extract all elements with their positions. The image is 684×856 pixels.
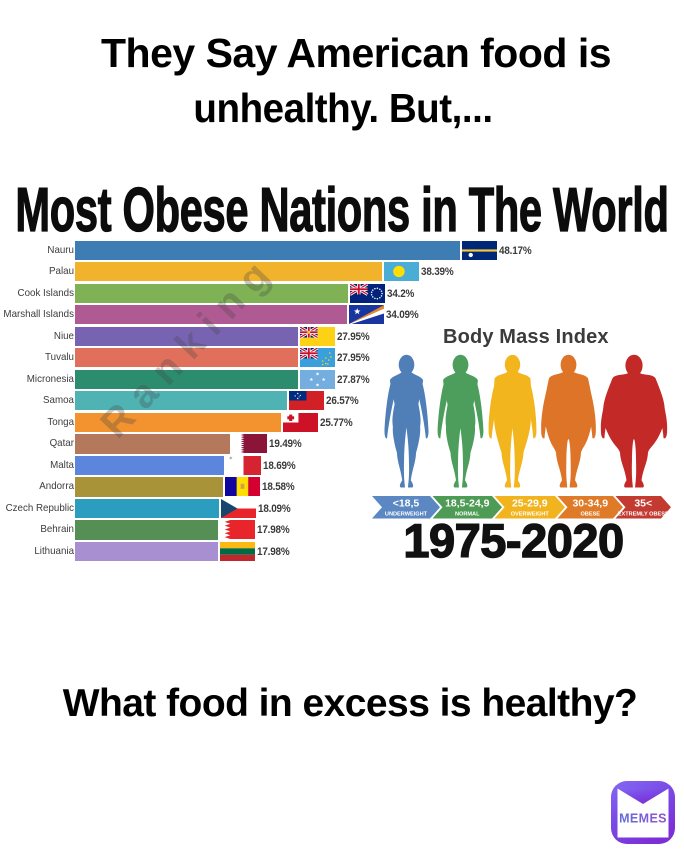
svg-text:OBESE: OBESE <box>580 512 600 518</box>
svg-text:EXTREMLY OBESE: EXTREMLY OBESE <box>618 512 669 518</box>
svg-text:25-29,9: 25-29,9 <box>512 498 548 510</box>
svg-text:<18,5: <18,5 <box>393 498 420 510</box>
svg-text:18,5-24,9: 18,5-24,9 <box>445 498 490 510</box>
svg-text:MEMES: MEMES <box>619 812 667 826</box>
svg-text:35<: 35< <box>634 498 652 510</box>
svg-text:30-34,9: 30-34,9 <box>572 498 608 510</box>
svg-text:UNDERWEIGHT: UNDERWEIGHT <box>385 512 428 518</box>
svg-text:NORMAL: NORMAL <box>455 512 480 518</box>
svg-text:OVERWEIGHT: OVERWEIGHT <box>511 512 550 518</box>
